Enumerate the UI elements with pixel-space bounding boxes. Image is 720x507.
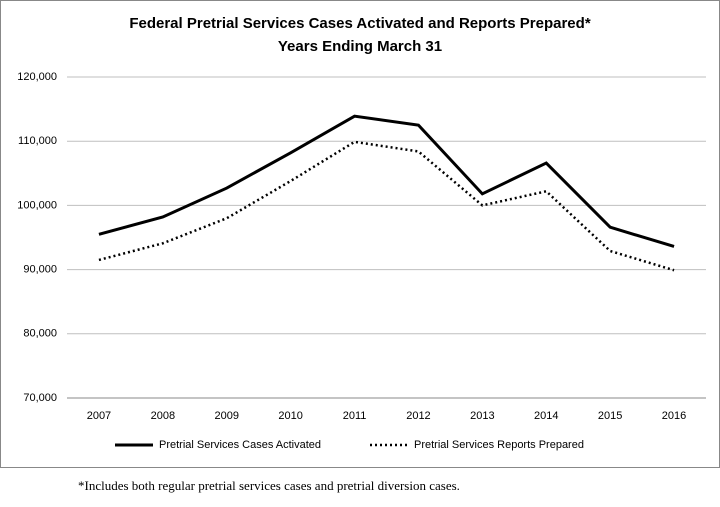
line-series [98,140,675,272]
x-tick-label: 2015 [598,410,622,422]
y-tick-label: 90,000 [23,264,57,276]
x-tick-label: 2014 [534,410,558,422]
x-tick-label: 2007 [87,410,111,422]
y-tick-label: 110,000 [18,135,57,147]
legend-label: Pretrial Services Reports Prepared [414,439,584,451]
y-tick-label: 100,000 [17,199,57,211]
y-tick-label: 120,000 [17,71,57,83]
x-tick-label: 2010 [278,410,302,422]
y-tick-label: 70,000 [23,392,57,404]
chart-title: Federal Pretrial Services Cases Activate… [129,15,590,32]
x-tick-label: 2016 [662,410,686,422]
x-tick-label: 2008 [151,410,175,422]
footnote: *Includes both regular pretrial services… [78,478,460,493]
x-tick-label: 2009 [215,410,239,422]
line-series [98,114,675,248]
chart-frame [0,0,720,468]
legend-label: Pretrial Services Cases Activated [159,439,321,451]
x-tick-label: 2013 [470,410,494,422]
x-tick-label: 2012 [406,410,430,422]
chart-subtitle: Years Ending March 31 [278,38,442,55]
x-tick-label: 2011 [343,410,367,422]
y-tick-label: 80,000 [23,328,57,340]
